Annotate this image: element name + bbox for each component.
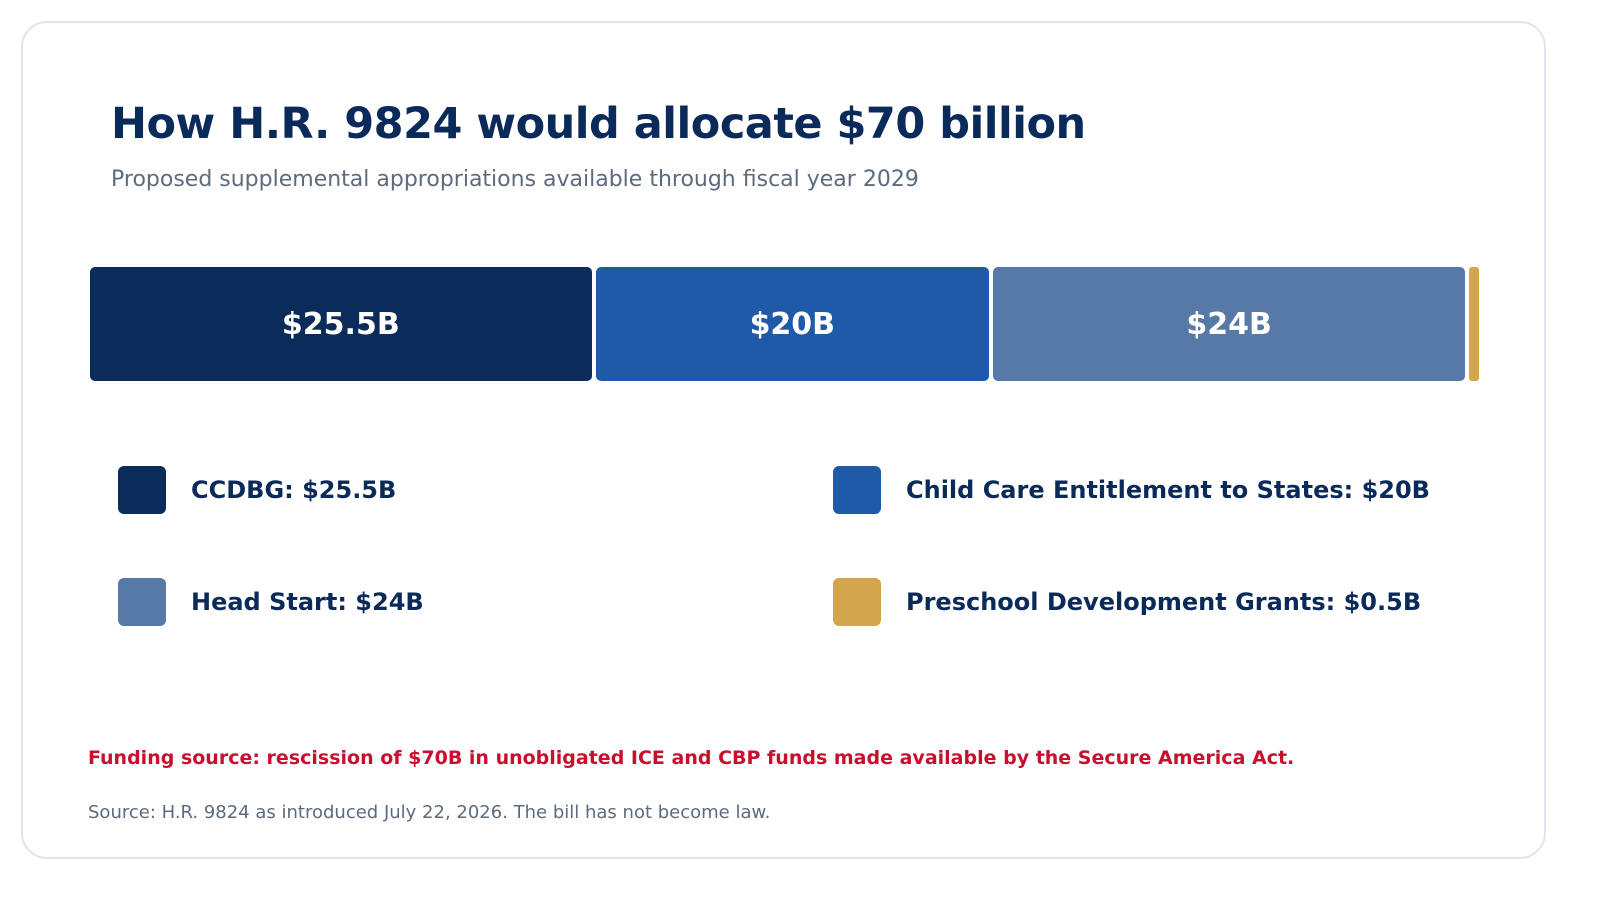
- legend-label: Head Start: $24B: [191, 588, 424, 616]
- bar-value-label: $25.5B: [281, 306, 400, 342]
- legend-swatch: [118, 466, 166, 514]
- legend-label: Child Care Entitlement to States: $20B: [906, 476, 1430, 504]
- legend-swatch: [833, 466, 881, 514]
- bar-segment-4: [1469, 267, 1479, 381]
- chart-card: How H.R. 9824 would allocate $70 billion…: [21, 21, 1546, 859]
- legend-item: Head Start: $24B: [118, 578, 424, 626]
- bar-segment-2: $20B: [595, 267, 990, 381]
- chart-subtitle: Proposed supplemental appropriations ava…: [111, 167, 919, 192]
- legend-swatch: [118, 578, 166, 626]
- legend-item: CCDBG: $25.5B: [118, 466, 396, 514]
- funding-source-note: Funding source: rescission of $70B in un…: [88, 747, 1295, 769]
- bar-value-label: $24B: [1186, 306, 1272, 342]
- bar-segment-3: $24B: [993, 267, 1466, 381]
- bar-value-label: $20B: [749, 306, 836, 342]
- legend-label: CCDBG: $25.5B: [191, 476, 397, 504]
- stacked-bar: $25.5B $20B $24B: [90, 267, 1479, 381]
- bar-segment-1: $25.5B: [90, 267, 592, 381]
- legend-label: Preschool Development Grants: $0.5B: [906, 588, 1422, 616]
- chart-title: How H.R. 9824 would allocate $70 billion: [111, 99, 1086, 149]
- legend-swatch: [833, 578, 881, 626]
- source-note: Source: H.R. 9824 as introduced July 22,…: [88, 802, 771, 823]
- legend-item: Preschool Development Grants: $0.5B: [833, 578, 1421, 626]
- legend-item: Child Care Entitlement to States: $20B: [833, 466, 1430, 514]
